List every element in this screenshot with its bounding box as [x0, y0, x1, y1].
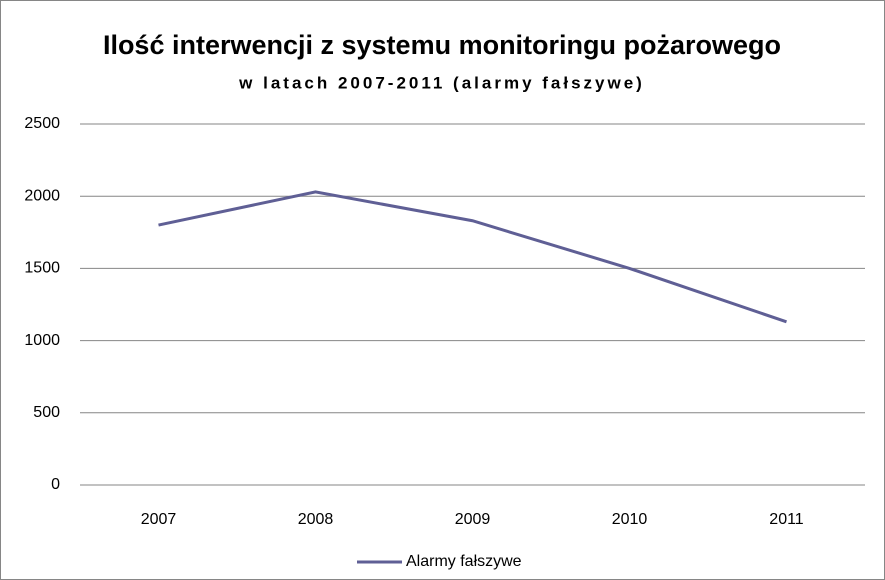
y-tick-label: 500	[33, 404, 60, 421]
chart-title: Ilość interwencji z systemu monitoringu …	[103, 30, 781, 60]
y-tick-label: 1500	[24, 260, 60, 277]
x-tick-label: 2011	[769, 511, 804, 528]
y-tick-label: 2500	[24, 115, 60, 132]
y-tick-label: 1000	[24, 332, 60, 349]
x-tick-label: 2008	[298, 511, 334, 528]
y-tick-label: 2000	[24, 187, 60, 204]
chart-subtitle: w latach 2007-2011 (alarmy fałszywe)	[238, 73, 645, 92]
y-tick-label: 0	[51, 476, 60, 493]
x-tick-label: 2007	[141, 511, 177, 528]
legend-label: Alarmy fałszywe	[406, 553, 522, 570]
x-tick-label: 2009	[455, 511, 491, 528]
line	[158, 190, 787, 324]
x-tick-label: 2010	[612, 511, 648, 528]
